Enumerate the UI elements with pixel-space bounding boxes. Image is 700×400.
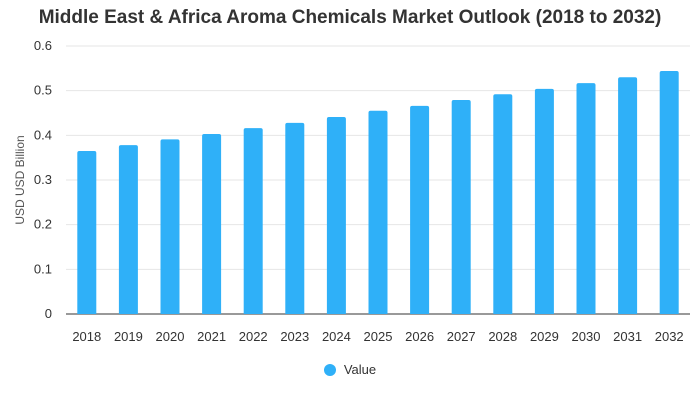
bar-series	[77, 71, 679, 315]
x-tick-label: 2032	[655, 329, 684, 344]
y-tick-label: 0.2	[34, 217, 52, 232]
bar-2025[interactable]	[368, 110, 388, 315]
legend[interactable]: Value	[0, 362, 700, 377]
bar-2028[interactable]	[493, 94, 513, 315]
bar-2024[interactable]	[326, 117, 346, 315]
x-tick-label: 2020	[156, 329, 185, 344]
bar-2020[interactable]	[160, 139, 180, 314]
legend-label: Value	[343, 362, 377, 377]
x-tick-label: 2031	[613, 329, 642, 344]
x-tick-label: 2018	[72, 329, 101, 344]
x-tick-label: 2029	[530, 329, 559, 344]
bar-2026[interactable]	[410, 105, 430, 314]
y-tick-label: 0.4	[34, 127, 52, 142]
x-tick-label: 2021	[197, 329, 226, 344]
x-tick-label: 2027	[447, 329, 476, 344]
x-axis: 2018 2019 2020 2021 2022 2023 2024 2025 2026 2027…	[72, 329, 683, 344]
x-tick-label: 2028	[488, 329, 517, 344]
y-tick-label: 0.5	[34, 83, 52, 98]
bar-2030[interactable]	[576, 83, 596, 314]
y-axis-title: USD USD Billion	[13, 135, 27, 224]
x-tick-label: 2030	[572, 329, 601, 344]
x-tick-label: 2025	[364, 329, 393, 344]
x-tick-label: 2026	[405, 329, 434, 344]
x-tick-label: 2024	[322, 329, 351, 344]
bar-2023[interactable]	[285, 122, 305, 315]
y-tick-label: 0.3	[34, 172, 52, 187]
chart-title: Middle East & Africa Aroma Chemicals Mar…	[38, 7, 662, 28]
bar-2031[interactable]	[618, 77, 638, 315]
y-tick-label: 0.1	[34, 261, 52, 276]
x-tick-label: 2023	[280, 329, 309, 344]
bar-2021[interactable]	[202, 133, 222, 314]
bar-2018[interactable]	[77, 150, 97, 314]
legend-swatch	[323, 363, 336, 376]
x-tick-label: 2022	[239, 329, 268, 344]
bar-2022[interactable]	[243, 128, 263, 314]
bar-2027[interactable]	[451, 100, 471, 315]
y-tick-label: 0	[45, 306, 52, 321]
y-axis: 0 0.1 0.2 0.3 0.4 0.5 0.6	[34, 38, 52, 321]
bar-2029[interactable]	[534, 88, 554, 314]
x-tick-label: 2019	[114, 329, 143, 344]
bar-2019[interactable]	[118, 145, 138, 314]
bar-2032[interactable]	[659, 71, 679, 314]
y-tick-label: 0.6	[34, 38, 52, 53]
